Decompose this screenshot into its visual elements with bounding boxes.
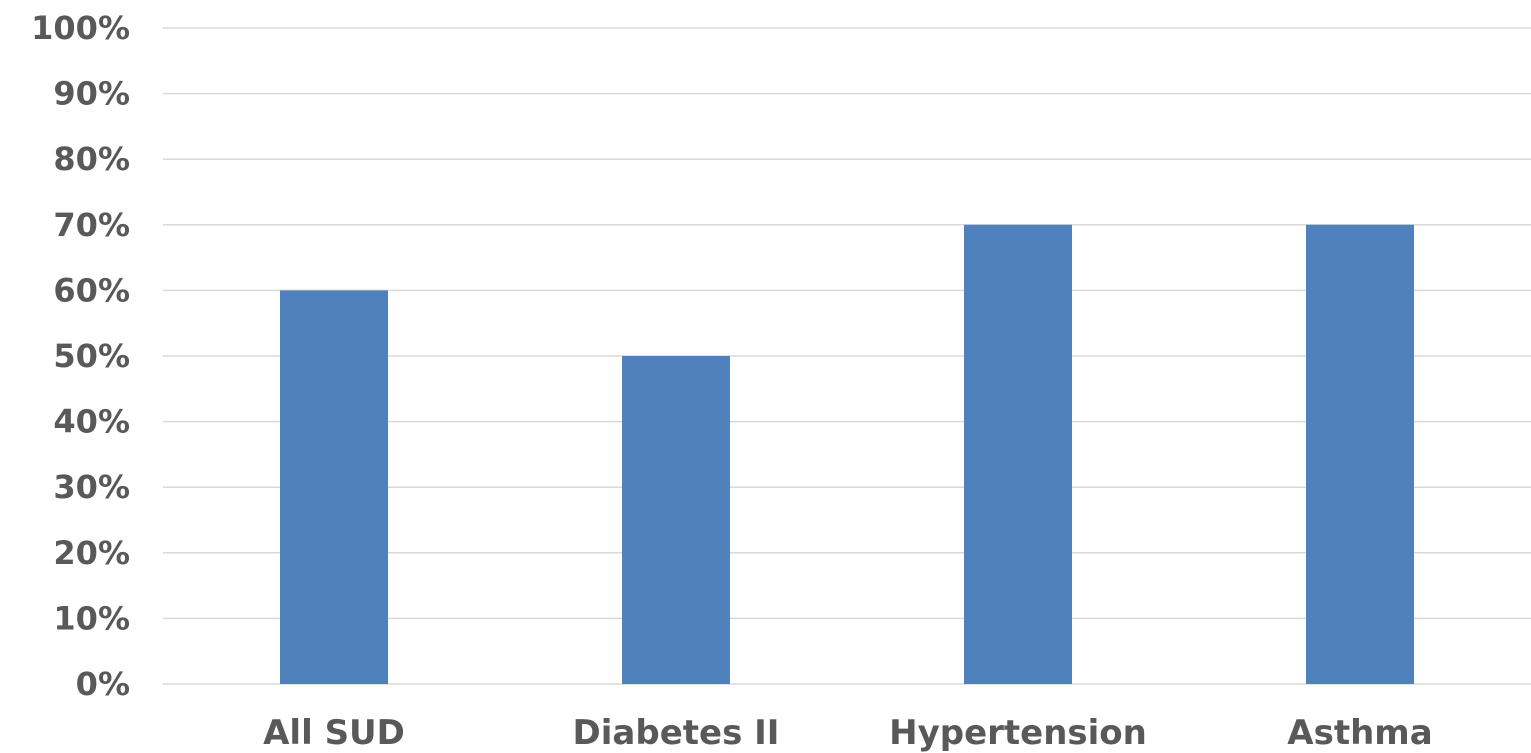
bar-asthma [1306,224,1414,685]
y-tick-label: 100% [31,9,130,47]
y-tick-label: 0% [76,665,130,703]
y-tick-label: 70% [53,206,130,244]
y-tick-label: 80% [53,140,130,178]
y-tick-label: 20% [53,534,130,572]
y-tick-label: 90% [53,75,130,113]
y-axis-ticks: 0% 10% 20% 30% 40% 50% 60% 70% 80% 90% 100% [31,9,130,703]
y-tick-label: 30% [53,468,130,506]
x-tick-label: Hypertension [889,713,1147,753]
x-axis-ticks: All SUD Diabetes II Hypertension Asthma [263,713,1433,753]
bar-diabetes-ii [622,356,730,684]
y-tick-label: 40% [53,403,130,441]
x-tick-label: All SUD [263,713,405,753]
x-tick-label: Asthma [1287,713,1432,753]
x-tick-label: Diabetes II [573,713,780,753]
bar-hypertension [964,224,1072,685]
y-tick-label: 10% [53,599,130,637]
gridlines [163,27,1531,685]
bars [280,224,1414,685]
y-tick-label: 60% [53,271,130,309]
y-tick-label: 50% [53,337,130,375]
bar-all-sud [280,290,388,684]
